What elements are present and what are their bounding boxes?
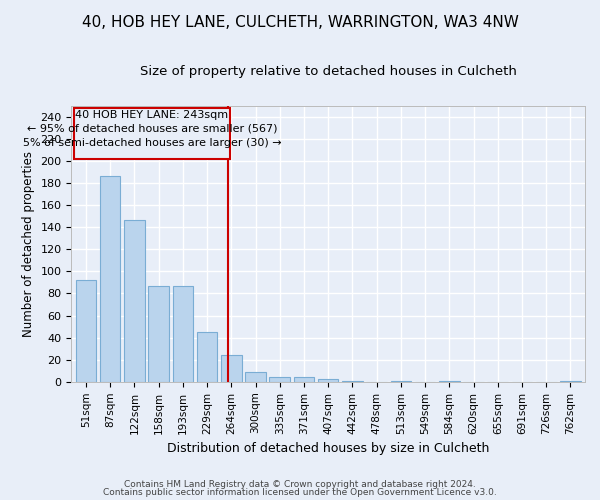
Bar	[173, 286, 193, 382]
Bar	[318, 378, 338, 382]
Bar	[269, 378, 290, 382]
Bar	[293, 378, 314, 382]
X-axis label: Distribution of detached houses by size in Culcheth: Distribution of detached houses by size …	[167, 442, 490, 455]
Title: Size of property relative to detached houses in Culcheth: Size of property relative to detached ho…	[140, 65, 517, 78]
Bar	[560, 380, 581, 382]
Text: 40, HOB HEY LANE, CULCHETH, WARRINGTON, WA3 4NW: 40, HOB HEY LANE, CULCHETH, WARRINGTON, …	[82, 15, 518, 30]
Bar	[342, 380, 363, 382]
Bar	[100, 176, 121, 382]
Text: Contains HM Land Registry data © Crown copyright and database right 2024.: Contains HM Land Registry data © Crown c…	[124, 480, 476, 489]
Bar	[74, 108, 230, 158]
Bar	[124, 220, 145, 382]
Bar	[245, 372, 266, 382]
Y-axis label: Number of detached properties: Number of detached properties	[22, 150, 35, 336]
Bar	[76, 280, 96, 382]
Bar	[221, 356, 242, 382]
Text: Contains public sector information licensed under the Open Government Licence v3: Contains public sector information licen…	[103, 488, 497, 497]
Bar	[197, 332, 217, 382]
Bar	[391, 380, 411, 382]
Text: 40 HOB HEY LANE: 243sqm
← 95% of detached houses are smaller (567)
5% of semi-de: 40 HOB HEY LANE: 243sqm ← 95% of detache…	[23, 110, 281, 148]
Bar	[148, 286, 169, 382]
Bar	[439, 380, 460, 382]
